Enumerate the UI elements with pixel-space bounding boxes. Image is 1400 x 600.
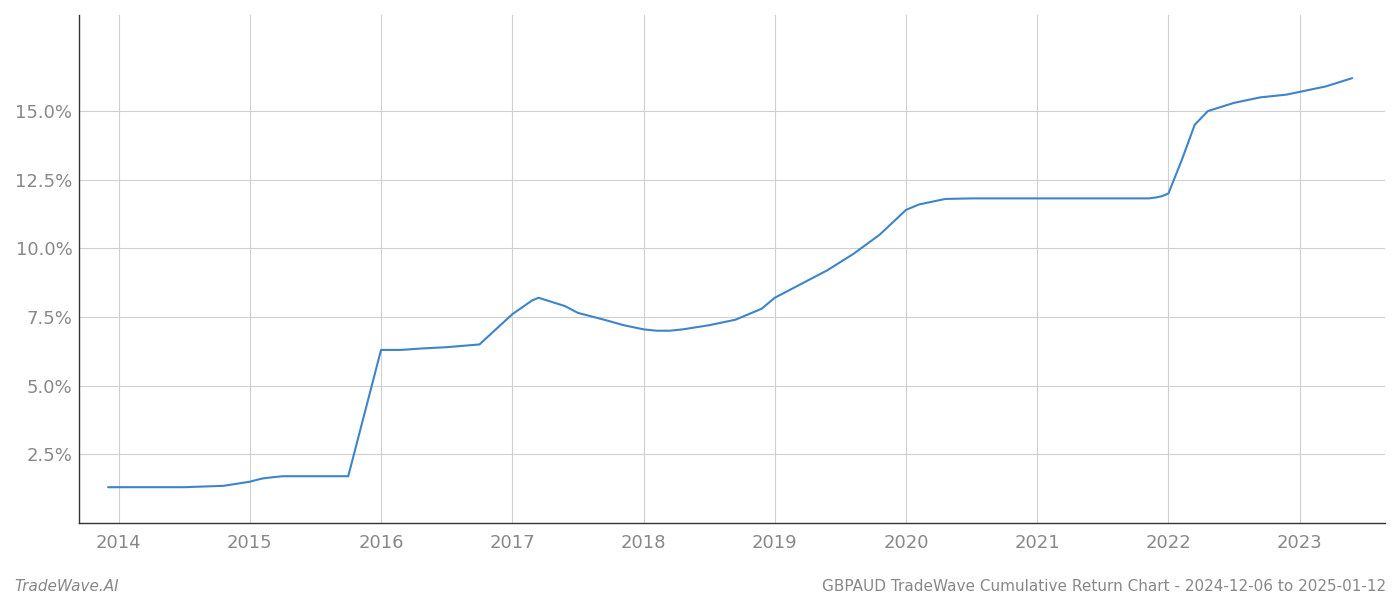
Text: GBPAUD TradeWave Cumulative Return Chart - 2024-12-06 to 2025-01-12: GBPAUD TradeWave Cumulative Return Chart…	[822, 579, 1386, 594]
Text: TradeWave.AI: TradeWave.AI	[14, 579, 119, 594]
